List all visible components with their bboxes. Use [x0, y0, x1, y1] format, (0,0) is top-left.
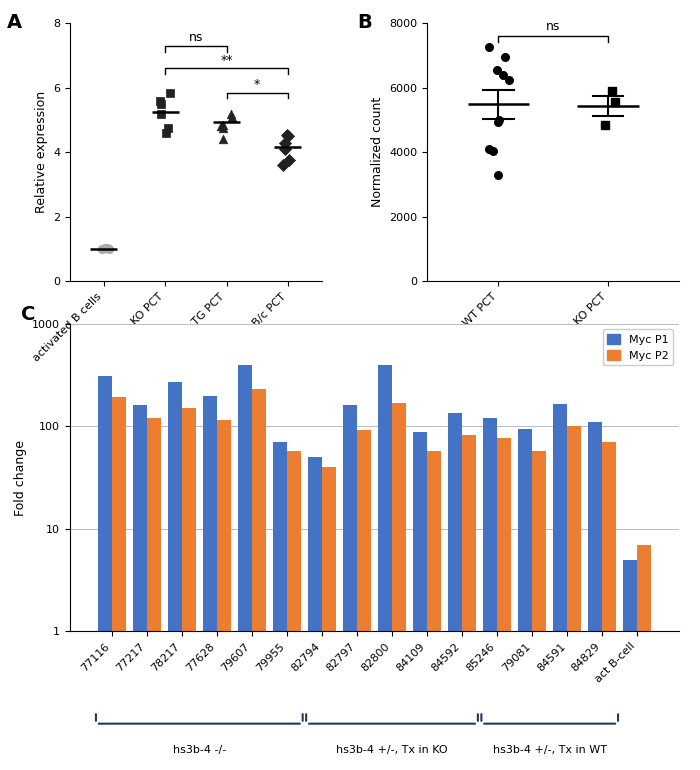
Text: hs3b-4 -/-: hs3b-4 -/- — [173, 745, 226, 755]
Bar — [637, 544, 651, 770]
Point — [225, 107, 236, 119]
Text: hs3b-4 +/-, Tx in WT: hs3b-4 +/-, Tx in WT — [493, 745, 607, 755]
Point — [491, 64, 503, 76]
Bar — [427, 450, 441, 770]
Point — [215, 120, 226, 132]
Point — [493, 169, 504, 181]
Bar — [98, 376, 112, 770]
Point — [600, 119, 611, 131]
Point — [484, 41, 495, 53]
Point — [161, 127, 172, 139]
Point — [278, 159, 289, 172]
Point — [284, 154, 295, 166]
Text: A: A — [7, 13, 22, 32]
Bar — [518, 429, 532, 770]
Text: C: C — [21, 306, 36, 324]
Bar — [182, 408, 196, 770]
Y-axis label: Normalized count: Normalized count — [371, 97, 384, 207]
Y-axis label: Fold change: Fold change — [14, 440, 27, 516]
Bar — [147, 418, 161, 770]
Bar — [602, 442, 616, 770]
Point — [227, 111, 238, 123]
Point — [217, 133, 228, 146]
Bar — [287, 450, 301, 770]
Text: *: * — [254, 79, 260, 91]
Bar — [273, 442, 287, 770]
Bar — [322, 467, 336, 770]
Bar — [357, 430, 371, 770]
Point — [494, 114, 505, 126]
Point — [488, 145, 499, 157]
Bar — [532, 450, 546, 770]
Text: **: ** — [220, 54, 233, 67]
Bar — [217, 420, 231, 770]
Text: hs3b-4 +/-, Tx in KO: hs3b-4 +/-, Tx in KO — [336, 745, 448, 755]
Point — [99, 242, 111, 254]
Y-axis label: Relative expression: Relative expression — [34, 91, 48, 213]
Point — [283, 130, 294, 142]
Point — [281, 129, 293, 141]
Bar — [497, 438, 511, 770]
Bar — [567, 427, 581, 770]
Point — [164, 86, 175, 99]
Point — [101, 243, 112, 255]
Legend: Myc P1, Myc P2: Myc P1, Myc P2 — [603, 330, 673, 366]
Text: ns: ns — [188, 32, 203, 45]
Point — [104, 243, 115, 256]
Bar — [238, 365, 252, 770]
Bar — [483, 418, 497, 770]
Bar — [252, 390, 266, 770]
Point — [503, 73, 514, 85]
Point — [280, 136, 291, 149]
Point — [97, 243, 108, 256]
Bar — [392, 403, 406, 770]
Point — [499, 51, 510, 63]
Point — [155, 107, 167, 119]
Bar — [553, 404, 567, 770]
Bar — [203, 396, 217, 770]
Bar — [448, 413, 462, 770]
Bar — [623, 560, 637, 770]
Point — [498, 69, 509, 81]
Point — [217, 119, 228, 131]
Bar — [168, 382, 182, 770]
Bar — [343, 406, 357, 770]
Point — [154, 95, 165, 107]
Point — [606, 85, 617, 97]
Text: B: B — [357, 13, 372, 32]
Point — [162, 122, 174, 134]
Point — [155, 98, 167, 110]
Point — [609, 96, 620, 109]
Bar — [308, 457, 322, 770]
Point — [484, 143, 495, 156]
Point — [493, 116, 504, 128]
Bar — [413, 432, 427, 770]
Bar — [462, 435, 476, 770]
Bar — [378, 365, 392, 770]
Point — [280, 143, 291, 156]
Text: ns: ns — [546, 21, 561, 33]
Bar — [133, 406, 147, 770]
Point — [218, 122, 229, 134]
Bar — [588, 422, 602, 770]
Bar — [112, 397, 126, 770]
